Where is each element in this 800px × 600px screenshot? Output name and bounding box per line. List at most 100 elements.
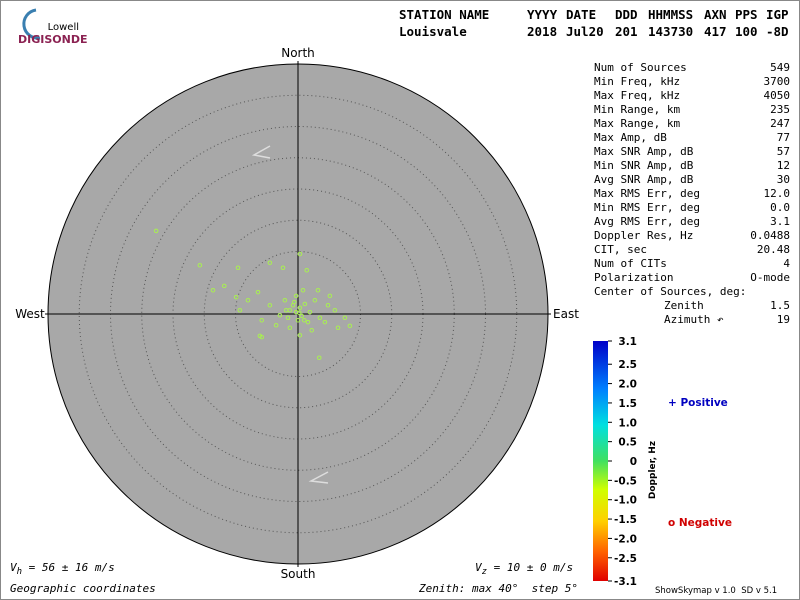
source-point: [316, 355, 322, 361]
source-point: [296, 310, 302, 316]
colorbar-tick-label: -2.0: [614, 533, 637, 545]
vh-text: = 56 ± 16 m/s: [22, 561, 115, 574]
source-point: [335, 325, 341, 331]
source-point: [285, 315, 291, 321]
vz-sub: z: [482, 567, 487, 577]
source-point: [259, 317, 265, 323]
header-value: 2018: [527, 24, 557, 39]
header-label: DDD: [615, 7, 638, 22]
source-point: [153, 228, 159, 234]
stat-label: Max Range, km: [594, 117, 680, 130]
stat-value: 0.0: [770, 201, 790, 214]
source-point: [300, 287, 306, 293]
vh-label: Vh = 56 ± 16 m/s: [10, 561, 115, 577]
stat-value: 3.1: [770, 215, 790, 228]
vh-symbol: V: [10, 561, 18, 574]
source-point: [287, 325, 293, 331]
center-label: Zenith: [664, 299, 704, 312]
source-point: [295, 317, 301, 323]
negative-legend: o Negative: [668, 517, 732, 529]
source-point: [315, 287, 321, 293]
stat-label: Doppler Res, Hz: [594, 229, 693, 242]
header-value: 201: [615, 24, 638, 39]
source-point: [305, 319, 311, 325]
source-point: [280, 265, 286, 271]
source-point: [245, 297, 251, 303]
source-point: [257, 333, 263, 339]
source-point: [332, 307, 338, 313]
vh-sub: h: [17, 567, 22, 577]
source-point: [297, 305, 303, 311]
source-point: [197, 262, 203, 268]
stat-value: 12: [777, 159, 790, 172]
colorbar-tick-label: 0.5: [618, 437, 637, 449]
header-label: IGP: [766, 7, 789, 22]
colorbar: [593, 341, 608, 581]
stat-label: Avg RMS Err, deg: [594, 215, 700, 228]
stat-label: Max SNR Amp, dB: [594, 145, 694, 158]
logo-top: Lowell: [48, 22, 79, 33]
stat-label: Num of Sources: [594, 61, 687, 74]
header-value: Louisvale: [399, 24, 467, 39]
logo-arc: [22, 8, 41, 40]
source-point: [327, 293, 333, 299]
header-value: -8D: [766, 24, 789, 39]
center-title: Center of Sources, deg:: [594, 285, 746, 298]
source-point: [342, 315, 348, 321]
direction-label: West: [15, 307, 45, 321]
plot: North South West East: [15, 46, 579, 581]
source-point: [307, 309, 313, 315]
source-point: [283, 307, 289, 313]
stat-label: Avg SNR Amp, dB: [594, 173, 694, 186]
stat-label: Max Freq, kHz: [594, 89, 680, 102]
stat-value: 4: [783, 257, 790, 270]
colorbar-tick-label: -0.5: [614, 475, 637, 487]
vz-text: = 10 ± 0 m/s: [487, 561, 573, 574]
header-label: STATION NAME: [399, 7, 489, 22]
version: ShowSkymap v 1.0 SD v 5.1: [655, 586, 777, 596]
stat-label: Max RMS Err, deg: [594, 187, 700, 200]
source-point: [210, 287, 216, 293]
colorbar-tick-label: 2.5: [618, 359, 637, 371]
stat-value: 12.0: [764, 187, 791, 200]
colorbar-tick-label: 2.0: [618, 379, 637, 391]
positive-legend: + Positive: [668, 397, 728, 409]
colorbar-tick-label: -1.0: [614, 495, 637, 507]
header-value: 417: [704, 24, 727, 39]
source-point: [309, 327, 315, 333]
vz-label: Vz = 10 ± 0 m/s: [475, 561, 573, 577]
source-point: [297, 332, 303, 338]
colorbar-tick-label: 0: [630, 456, 637, 468]
stat-value: 235: [770, 103, 790, 116]
source-point: [299, 313, 305, 319]
coords-label: Geographic coordinates: [10, 582, 156, 595]
direction-label: East: [553, 307, 579, 321]
stat-label: CIT, sec: [594, 243, 647, 256]
source-point: [273, 322, 279, 328]
source-point: [237, 307, 243, 313]
source-point: [301, 317, 307, 323]
stat-label: Max Amp, dB: [594, 131, 667, 144]
stat-value: 4050: [764, 89, 791, 102]
center-label: Azimuth ↶: [664, 313, 724, 326]
source-point: [277, 312, 283, 318]
colorbar-title: Doppler, Hz: [648, 441, 658, 499]
header-label: AXN: [704, 7, 727, 22]
center-value: 19: [777, 313, 790, 326]
stat-value: O-mode: [750, 271, 790, 284]
source-point: [304, 267, 310, 273]
header-value: 143730: [648, 24, 693, 39]
source-point: [267, 260, 273, 266]
stat-value: 247: [770, 117, 790, 130]
colorbar-tick-label: -3.1: [614, 576, 637, 588]
header-value: 100: [735, 24, 758, 39]
stat-value: 3700: [764, 75, 791, 88]
stat-label: Min SNR Amp, dB: [594, 159, 694, 172]
source-point: [221, 283, 227, 289]
header-label: PPS: [735, 7, 758, 22]
header-label: YYYY: [527, 7, 558, 22]
header-label: DATE: [566, 7, 596, 22]
source-point: [255, 289, 261, 295]
zenith-label: Zenith: max 40° step 5°: [418, 582, 578, 595]
